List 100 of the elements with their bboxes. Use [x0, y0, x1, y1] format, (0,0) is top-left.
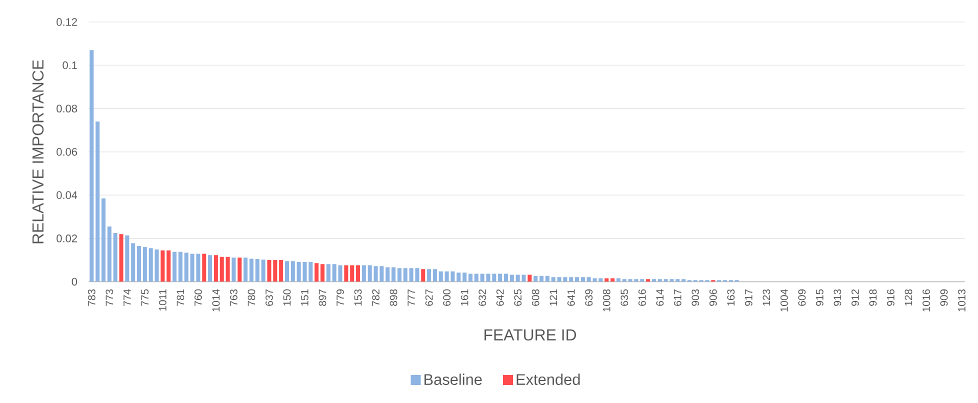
x-tick-label: 625 [514, 289, 522, 306]
bar [290, 261, 295, 282]
bar [569, 277, 574, 282]
x-tick-label: 777 [408, 289, 415, 306]
x-tick-label: 1008 [602, 289, 610, 312]
x-tick-label: 617 [674, 289, 682, 306]
x-tick-label: 906 [709, 289, 717, 306]
x-tick-label: 1011 [158, 289, 166, 311]
bar [403, 268, 408, 282]
x-tick-label: 614 [656, 289, 664, 306]
y-axis-title: RELATIVE IMPORTANCE [32, 60, 44, 244]
bar [137, 246, 142, 282]
bar [148, 248, 153, 282]
x-tick-label: 779 [336, 289, 344, 306]
legend-label: Extended [516, 374, 580, 385]
bar [397, 268, 402, 282]
bar [350, 265, 354, 282]
y-tick-label: 0.1 [62, 61, 77, 70]
legend-label: Baseline [424, 374, 482, 385]
bar [498, 274, 502, 282]
y-tick-label: 0.02 [56, 234, 77, 242]
x-tick-label: 780 [248, 289, 256, 306]
x-tick-label: 627 [425, 289, 433, 306]
bar [214, 255, 218, 282]
bar [575, 277, 580, 282]
y-tick-label: 0.06 [56, 148, 78, 156]
bar [344, 265, 348, 282]
x-tick-label: 774 [124, 289, 131, 306]
bar [622, 279, 626, 282]
bar [320, 264, 325, 282]
x-tick-label: 903 [692, 289, 700, 306]
y-tick-label: 0.08 [56, 104, 78, 112]
bar [142, 247, 147, 282]
bar [279, 260, 284, 282]
x-tick-label: 1004 [780, 289, 788, 312]
x-tick-label: 1016 [922, 289, 930, 312]
x-tick-label: 917 [744, 289, 752, 306]
bar [244, 258, 248, 282]
bar [682, 279, 686, 282]
x-tick-label: 781 [176, 289, 184, 306]
y-tick-label: 0.04 [56, 191, 78, 200]
bar [326, 264, 330, 282]
x-tick-label: 121 [550, 289, 557, 306]
x-tick-label: 642 [496, 289, 504, 306]
bar [356, 265, 360, 282]
bar [172, 252, 177, 282]
bar [232, 258, 236, 282]
x-tick-label: 912 [852, 289, 859, 306]
bar [119, 234, 124, 282]
bar [492, 274, 496, 282]
bar [220, 256, 224, 282]
x-tick-label: 161 [460, 289, 468, 306]
x-tick-label: 909 [940, 289, 948, 306]
bar [284, 261, 289, 282]
bar [273, 260, 278, 282]
x-tick-label: 916 [887, 289, 894, 306]
x-tick-label: 600 [443, 289, 451, 306]
bar [202, 254, 206, 282]
x-tick-label: 915 [816, 289, 824, 306]
bar [658, 279, 662, 282]
bar [534, 276, 538, 282]
x-tick-label: 1014 [212, 289, 220, 312]
bar [652, 279, 656, 282]
bar [255, 258, 260, 282]
x-tick-label: 775 [141, 289, 149, 306]
bar [160, 250, 165, 282]
bar [392, 267, 396, 282]
bar [362, 265, 366, 282]
y-tick-label: 0.12 [56, 18, 77, 26]
bar [604, 278, 609, 282]
bar [184, 252, 188, 282]
bar [646, 279, 650, 282]
bar [545, 276, 550, 282]
bar [386, 267, 390, 282]
x-tick-label: 763 [230, 289, 238, 306]
bar [586, 277, 591, 282]
bar [101, 198, 106, 282]
bar [178, 252, 182, 282]
bar [456, 272, 461, 282]
bar [90, 50, 94, 282]
bar [539, 276, 544, 282]
x-tick-label: 637 [266, 289, 273, 306]
bar [131, 243, 136, 282]
x-tick-label: 639 [585, 289, 593, 306]
x-tick-label: 632 [478, 289, 486, 306]
bar [96, 122, 100, 282]
bar [640, 279, 644, 282]
bar [166, 250, 171, 282]
x-tick-label: 773 [106, 289, 114, 306]
x-tick-label: 783 [88, 289, 96, 306]
bar [474, 274, 478, 282]
bar [580, 277, 585, 282]
bar [510, 274, 514, 282]
y-tick-label: 0 [72, 278, 78, 286]
x-axis-title: FEATURE ID [484, 329, 576, 341]
bar [504, 274, 508, 282]
x-tick-label: 918 [869, 289, 877, 306]
x-tick-label: 123 [762, 289, 770, 306]
x-tick-label: 163 [727, 289, 735, 306]
x-tick-label: 608 [532, 289, 540, 306]
